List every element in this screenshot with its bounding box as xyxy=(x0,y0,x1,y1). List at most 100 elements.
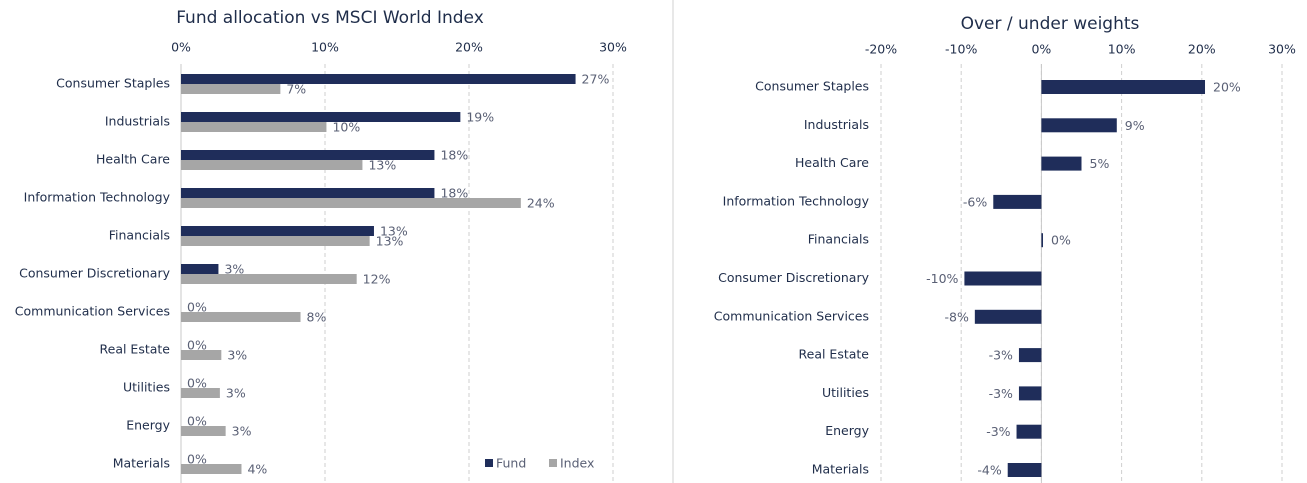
bar xyxy=(181,236,370,246)
bar xyxy=(181,350,222,360)
bar xyxy=(181,388,220,398)
value-label: 0% xyxy=(187,338,207,353)
value-label: -10% xyxy=(926,271,958,286)
category-label: Information Technology xyxy=(24,190,171,205)
chart-title: Fund allocation vs MSCI World Index xyxy=(176,8,484,28)
legend-swatch xyxy=(549,459,557,467)
category-label: Energy xyxy=(126,418,170,433)
bar xyxy=(181,464,242,474)
chart-title: Over / under weights xyxy=(961,14,1140,34)
x-tick-label: 20% xyxy=(1188,42,1216,57)
x-tick-label: -10% xyxy=(945,42,977,57)
bar xyxy=(181,312,301,322)
bar xyxy=(181,74,576,84)
category-label: Consumer Staples xyxy=(755,79,869,94)
value-label: 0% xyxy=(187,452,207,467)
bar xyxy=(1041,118,1117,133)
x-tick-label: 10% xyxy=(311,40,339,55)
bar xyxy=(181,160,363,170)
value-label: 20% xyxy=(1213,80,1241,95)
bar xyxy=(181,198,521,208)
bar xyxy=(1018,386,1042,401)
value-label: 0% xyxy=(187,414,207,429)
category-label: Energy xyxy=(825,423,869,438)
category-label: Industrials xyxy=(105,114,170,129)
x-tick-label: 10% xyxy=(1108,42,1136,57)
category-label: Communication Services xyxy=(714,308,869,323)
category-label: Industrials xyxy=(804,117,869,132)
value-label: 8% xyxy=(307,310,327,325)
value-label: 13% xyxy=(376,234,404,249)
category-label: Communication Services xyxy=(15,304,170,319)
bar xyxy=(181,226,374,236)
value-label: -3% xyxy=(986,424,1010,439)
bar xyxy=(181,264,219,274)
bar xyxy=(974,309,1042,324)
value-label: 24% xyxy=(527,196,555,211)
value-label: 18% xyxy=(440,148,468,163)
bar xyxy=(181,274,357,284)
x-tick-label: 30% xyxy=(599,40,627,55)
value-label: 3% xyxy=(232,424,252,439)
category-label: Materials xyxy=(812,462,869,477)
bar xyxy=(1041,233,1044,248)
category-label: Financials xyxy=(808,232,869,247)
category-label: Health Care xyxy=(795,155,869,170)
value-label: -3% xyxy=(989,348,1013,363)
category-label: Financials xyxy=(109,228,170,243)
bar xyxy=(181,150,435,160)
legend-swatch xyxy=(485,459,493,467)
value-label: 18% xyxy=(440,186,468,201)
category-label: Real Estate xyxy=(100,342,171,357)
x-tick-label: 0% xyxy=(1031,42,1051,57)
x-tick-label: 20% xyxy=(455,40,483,55)
bar xyxy=(181,112,461,122)
bar xyxy=(993,194,1042,209)
value-label: 27% xyxy=(582,72,610,87)
value-label: 3% xyxy=(227,348,247,363)
x-tick-label: -20% xyxy=(865,42,897,57)
bar xyxy=(1041,156,1082,171)
x-tick-label: 30% xyxy=(1268,42,1296,57)
bar xyxy=(1018,348,1042,363)
value-label: 13% xyxy=(368,158,396,173)
value-label: 4% xyxy=(247,462,267,477)
bar xyxy=(1016,424,1042,439)
value-label: 0% xyxy=(1051,233,1071,248)
value-label: 7% xyxy=(286,82,306,97)
value-label: 0% xyxy=(187,376,207,391)
category-label: Health Care xyxy=(96,152,170,167)
bar xyxy=(1007,463,1042,477)
bar xyxy=(1041,80,1206,94)
bar xyxy=(964,271,1042,286)
category-label: Materials xyxy=(113,456,170,471)
category-label: Consumer Discretionary xyxy=(718,270,869,285)
value-label: 0% xyxy=(187,300,207,315)
legend-label: Index xyxy=(560,456,594,471)
value-label: 3% xyxy=(224,262,244,277)
bar xyxy=(181,426,226,436)
value-label: 19% xyxy=(466,110,494,125)
value-label: 10% xyxy=(332,120,360,135)
category-label: Real Estate xyxy=(799,347,870,362)
value-label: 12% xyxy=(363,272,391,287)
value-label: 3% xyxy=(226,386,246,401)
value-label: -6% xyxy=(963,194,987,209)
x-tick-label: 0% xyxy=(171,40,191,55)
value-label: 9% xyxy=(1125,118,1145,133)
value-label: -4% xyxy=(977,463,1001,478)
bar xyxy=(181,84,281,94)
category-label: Consumer Staples xyxy=(56,76,170,91)
category-label: Information Technology xyxy=(723,193,870,208)
bar xyxy=(181,188,435,198)
bar xyxy=(181,122,327,132)
category-label: Consumer Discretionary xyxy=(19,266,170,281)
legend-label: Fund xyxy=(496,456,526,471)
category-label: Utilities xyxy=(822,385,869,400)
value-label: 5% xyxy=(1090,156,1110,171)
value-label: -3% xyxy=(989,386,1013,401)
value-label: 13% xyxy=(380,224,408,239)
category-label: Utilities xyxy=(123,380,170,395)
value-label: -8% xyxy=(944,309,968,324)
